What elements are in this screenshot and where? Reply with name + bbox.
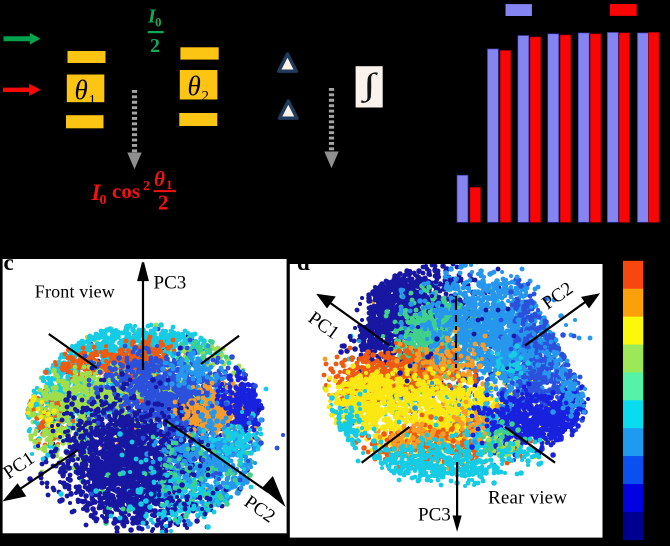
svg-text:0: 0 (155, 15, 162, 30)
svg-text:PC3: PC3 (418, 505, 451, 526)
svg-text:∫: ∫ (361, 68, 378, 103)
svg-text:2: 2 (202, 89, 210, 105)
svg-text:Rear view: Rear view (488, 488, 567, 509)
svg-text:I: I (91, 180, 102, 205)
svg-text:2: 2 (150, 35, 160, 57)
svg-text:c: c (4, 250, 14, 275)
svg-text:cos: cos (112, 179, 140, 203)
svg-text:1: 1 (89, 93, 97, 109)
svg-text:0: 0 (100, 193, 107, 208)
svg-text:2: 2 (158, 191, 169, 215)
svg-text:1: 1 (166, 177, 173, 192)
svg-text:PC3: PC3 (154, 273, 187, 294)
svg-text:I: I (147, 6, 157, 28)
svg-text:Front view: Front view (35, 281, 115, 301)
svg-text:θ: θ (188, 71, 201, 101)
svg-text:θ: θ (75, 75, 88, 105)
svg-text:θ: θ (154, 167, 165, 191)
svg-text:d: d (297, 250, 310, 275)
svg-text:2: 2 (143, 179, 150, 194)
